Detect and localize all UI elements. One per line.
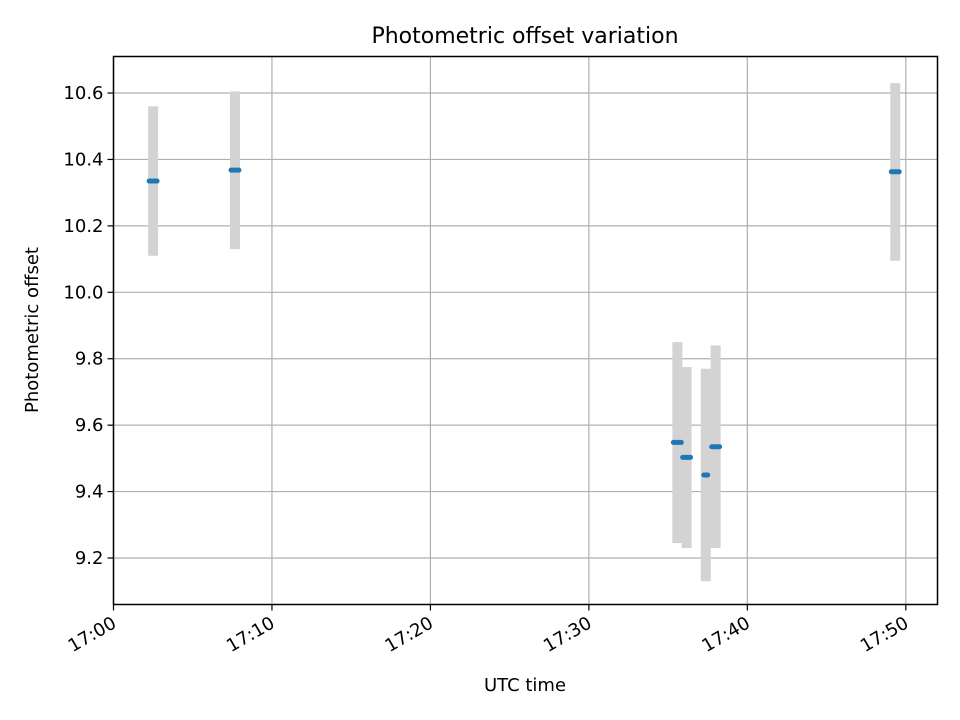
y-tick-label: 10.0 <box>63 282 103 303</box>
y-axis-ticks: 9.2 9.4 9.6 9.8 10.0 10.2 10.4 10.6 <box>63 83 114 569</box>
grid <box>112 56 938 605</box>
y-tick-label: 9.8 <box>75 349 104 370</box>
x-axis-label: UTC time <box>484 675 566 696</box>
chart-title: Photometric offset variation <box>371 24 678 49</box>
y-axis-label: Photometric offset <box>22 247 43 413</box>
y-tick-label: 9.4 <box>75 482 104 503</box>
y-tick-label: 10.4 <box>63 149 103 170</box>
y-tick-label: 10.6 <box>63 83 103 104</box>
plot-frame <box>112 55 939 606</box>
data-markers <box>146 167 902 478</box>
y-tick-label: 9.6 <box>75 415 104 436</box>
y-tick-label: 10.2 <box>63 216 103 237</box>
y-tick-label: 9.2 <box>75 548 104 569</box>
